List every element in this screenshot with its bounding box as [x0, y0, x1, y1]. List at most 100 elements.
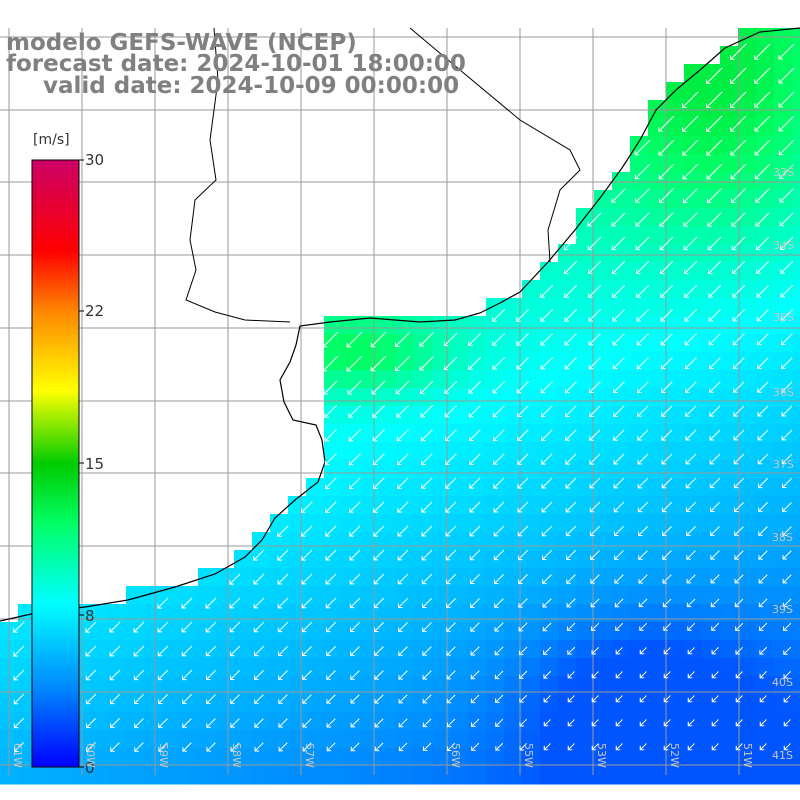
wind-speed-cell	[342, 514, 361, 533]
wind-speed-cell	[306, 712, 325, 731]
wind-arrow-head	[615, 626, 620, 631]
wind-arrow	[158, 718, 168, 728]
wind-arrow	[470, 573, 481, 584]
wind-speed-cell	[792, 82, 800, 101]
wind-speed-cell	[756, 370, 775, 389]
wind-arrow	[350, 718, 360, 728]
wind-arrow-head	[206, 747, 211, 752]
wind-arrow	[639, 647, 647, 655]
wind-speed-cell	[360, 514, 379, 533]
wind-speed-cell	[288, 550, 307, 569]
wind-arrow	[661, 429, 673, 441]
wind-arrow	[614, 598, 624, 608]
wind-arrow	[615, 695, 623, 703]
wind-speed-cell	[738, 766, 757, 785]
wind-speed-cell	[0, 766, 19, 785]
wind-arrow-head	[85, 699, 91, 705]
wind-speed-cell	[216, 730, 235, 749]
wind-speed-cell	[738, 748, 757, 767]
wind-arrow	[493, 405, 505, 417]
wind-speed-cell	[540, 262, 559, 281]
wind-arrow-head	[518, 650, 524, 656]
wind-speed-cell	[504, 568, 523, 587]
wind-speed-cell	[468, 550, 487, 569]
wind-speed-cell	[144, 604, 163, 623]
wind-arrow	[730, 139, 747, 156]
wind-speed-cell	[252, 694, 271, 713]
wind-speed-cell	[630, 424, 649, 443]
wind-speed-cell	[702, 676, 721, 695]
wind-arrow-head	[783, 697, 789, 703]
wind-speed-cell	[288, 604, 307, 623]
wind-speed-cell	[738, 136, 757, 155]
wind-speed-cell	[270, 568, 289, 587]
wind-speed-cell	[792, 478, 800, 497]
wind-arrow	[277, 549, 289, 561]
wind-speed-cell	[126, 586, 145, 605]
wind-arrow	[301, 573, 313, 585]
wind-arrow-head	[662, 602, 668, 608]
wind-arrow	[446, 573, 457, 584]
wind-speed-cell	[324, 622, 343, 641]
wind-arrow	[516, 332, 530, 346]
wind-arrow	[492, 332, 506, 346]
wind-arrow	[421, 573, 433, 585]
wind-arrow	[781, 405, 793, 417]
wind-arrow	[708, 333, 721, 346]
wind-arrow	[397, 453, 409, 465]
wind-speed-cell	[324, 370, 343, 389]
wind-arrow	[495, 718, 504, 727]
wind-arrow-head	[588, 269, 593, 274]
wind-speed-cell	[108, 622, 127, 641]
valid-date: valid date: 2024-10-09 00:00:00	[43, 73, 460, 99]
wind-arrow-head	[374, 746, 380, 752]
wind-arrow	[447, 742, 456, 751]
wind-speed-cell	[198, 730, 217, 749]
wind-arrow	[708, 309, 721, 322]
wind-speed-cell	[576, 226, 595, 245]
wind-arrow	[350, 694, 360, 704]
wind-arrow-head	[349, 532, 354, 537]
wind-speed-cell	[18, 766, 37, 785]
wind-arrow-head	[516, 341, 521, 346]
wind-arrow-head	[446, 674, 452, 680]
wind-speed-cell	[756, 172, 775, 191]
colorbar-frame	[31, 159, 80, 768]
wind-arrow-head	[420, 412, 426, 418]
wind-speed-cell	[414, 496, 433, 515]
wind-arrow	[590, 598, 600, 608]
wind-speed-cell	[36, 766, 55, 785]
wind-arrow	[706, 139, 723, 156]
wind-arrow	[422, 718, 432, 728]
wind-arrow-head	[782, 555, 787, 560]
wind-arrow-head	[470, 650, 476, 656]
wind-speed-cell	[738, 388, 757, 407]
wind-arrow	[349, 501, 361, 513]
wind-speed-cell	[666, 406, 685, 425]
wind-arrow-head	[14, 747, 19, 752]
wind-arrow-head	[637, 412, 642, 417]
wind-speed-cell	[378, 424, 397, 443]
wind-speed-cell	[522, 424, 541, 443]
wind-speed-cell	[774, 730, 793, 749]
wind-speed-cell	[90, 622, 109, 641]
wind-arrow	[302, 646, 312, 656]
wind-arrow	[711, 647, 719, 655]
wind-arrow	[230, 645, 241, 656]
wind-arrow	[564, 308, 578, 322]
wind-speed-cell	[306, 604, 325, 623]
wind-speed-cell	[540, 442, 559, 461]
wind-speed-cell	[630, 568, 649, 587]
wind-arrow-head	[588, 364, 594, 370]
wind-arrow-head	[397, 532, 402, 537]
wind-speed-cell	[468, 334, 487, 353]
wind-arrow-head	[662, 555, 667, 560]
wind-speed-cell	[774, 226, 793, 245]
wind-arrow-head	[755, 245, 761, 251]
wind-arrow	[541, 429, 553, 441]
wind-speed-cell	[738, 172, 757, 191]
wind-arrow	[566, 525, 577, 536]
wind-speed-cell	[522, 676, 541, 695]
wind-arrow	[733, 405, 745, 417]
wind-speed-cell	[594, 352, 613, 371]
